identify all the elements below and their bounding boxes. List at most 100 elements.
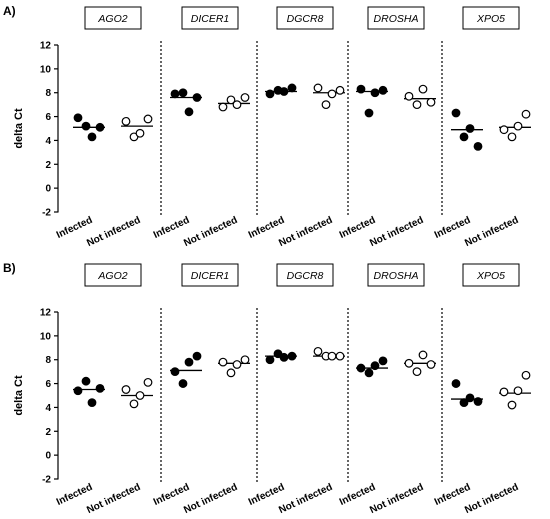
data-point [87,132,97,142]
data-point [73,113,83,123]
data-point [473,141,483,151]
data-point [218,102,228,112]
gene-label: DICER1 [191,270,230,282]
y-tick-label: 10 [40,64,52,75]
y-tick-label: 8 [45,355,51,366]
data-point [232,360,242,369]
y-tick-label: 2 [45,160,51,171]
data-point [507,132,517,142]
gene-label: DROSHA [374,13,419,25]
y-tick-label: -2 [42,208,51,219]
data-point [459,132,469,142]
data-point [73,386,83,396]
data-point [87,398,97,408]
data-point [178,88,188,98]
data-point [473,397,483,406]
gene-label-box [462,6,520,30]
gene-label-box [181,6,239,30]
y-tick-label: 6 [45,112,51,123]
data-point [170,367,180,377]
data-point [121,116,131,126]
gene-label-box [84,6,142,30]
data-point [465,124,475,133]
data-point [218,357,228,367]
gene-label-box [181,263,239,287]
data-point [170,89,180,99]
data-point [327,351,337,361]
data-point [412,100,422,110]
gene-label: AGO2 [97,13,127,25]
data-point [513,121,523,131]
data-point [459,398,469,408]
gene-label-box [367,6,425,30]
y-tick-label: 0 [45,451,51,462]
data-point [287,351,297,361]
x-category-label: Not infected [368,482,425,516]
gene-label: AGO2 [97,270,127,282]
gene-label-box [276,263,334,287]
gene-label-box [84,263,142,287]
data-point [135,391,145,400]
data-point [426,97,436,107]
gene-label-box [367,263,425,287]
x-category-label: Not infected [277,215,334,249]
data-point [279,87,289,96]
data-point [313,346,323,356]
gene-label-box [276,6,334,30]
gene-label: DGCR8 [287,13,324,25]
y-tick-label: -2 [42,475,51,486]
data-point [178,379,188,388]
y-tick-label: 4 [45,403,51,414]
data-point [521,370,531,380]
data-point [226,95,236,105]
data-point [184,357,194,367]
x-category-label: Not infected [368,215,425,249]
data-point [335,351,345,361]
x-category-label: Not infected [85,215,142,249]
data-point [135,128,145,138]
data-point [513,386,523,396]
data-point [418,350,428,360]
y-tick-label: 4 [45,136,51,147]
data-point [451,108,461,118]
y-tick-label: 0 [45,184,51,195]
data-point [412,367,422,377]
data-point [265,89,275,99]
data-point [465,393,475,403]
data-point [287,83,297,93]
data-point [192,93,202,102]
data-point [226,368,236,378]
data-point [356,84,366,94]
gene-label: XPO5 [476,270,505,282]
data-point [378,356,388,366]
x-category-label: Not infected [463,482,520,516]
data-point [240,93,250,102]
x-category-label: Not infected [182,215,239,249]
data-point [451,379,461,388]
y-axis-label: delta Ct [13,108,25,149]
y-tick-label: 6 [45,379,51,390]
data-point [327,89,337,99]
data-point [499,387,509,397]
gene-label: DICER1 [191,13,230,25]
data-point [507,400,517,410]
data-point [418,84,428,94]
data-point [404,91,414,101]
y-tick-label: 2 [45,427,51,438]
data-point [192,351,202,361]
data-point [240,355,250,365]
y-tick-label: 10 [40,331,52,342]
data-point [279,352,289,362]
data-point [370,361,380,371]
panel-label: A) [3,4,16,18]
data-point [364,368,374,378]
gene-label: DROSHA [374,270,419,282]
data-point [313,83,323,93]
data-point [404,358,414,368]
panel-label: B) [3,261,16,275]
data-point [356,363,366,373]
x-category-label: Not infected [277,482,334,516]
